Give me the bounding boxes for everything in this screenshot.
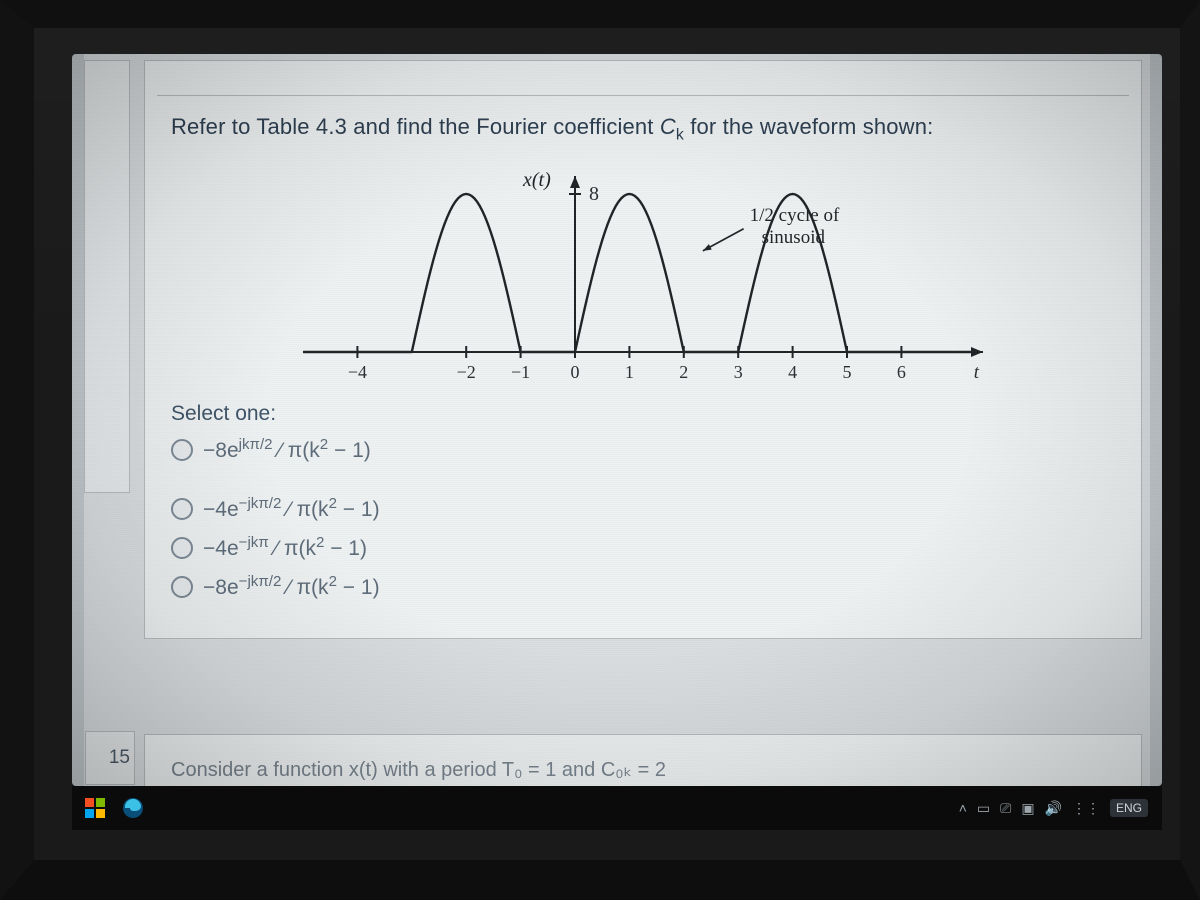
language-indicator[interactable]: ENG: [1110, 799, 1148, 817]
answer-option[interactable]: −4e−jkπ/2 ⁄ π(k2 − 1): [163, 489, 1123, 528]
battery-icon[interactable]: ▭: [977, 800, 990, 817]
edge-icon[interactable]: [118, 793, 148, 823]
question-card: Refer to Table 4.3 and find the Fourier …: [144, 60, 1142, 639]
system-tray[interactable]: ˄ ▭ ⎚ ▣ 🔊 ⋮⋮ ENG: [959, 799, 1154, 817]
svg-text:1: 1: [625, 362, 634, 382]
windows-icon[interactable]: [80, 793, 110, 823]
svg-text:−1: −1: [511, 362, 530, 382]
svg-text:5: 5: [843, 362, 852, 382]
waveform-svg: 8 x(t) −4 −2 −1 0 1 2 3 4 5 6 t 1/2 cycle ofsinusoid: [283, 162, 1003, 392]
question-text: Refer to Table 4.3 and find the Fourier …: [171, 114, 1115, 144]
symbol-C: C: [660, 114, 676, 139]
nav-stub: [84, 60, 130, 493]
radio-icon[interactable]: [171, 498, 193, 520]
question-post: for the waveform shown:: [684, 114, 933, 139]
svg-text:4: 4: [788, 362, 797, 382]
option-formula: −4e−jkπ ⁄ π(k2 − 1): [203, 534, 367, 561]
option-formula: −8ejkπ/2 ⁄ π(k2 − 1): [203, 436, 371, 463]
svg-text:sinusoid: sinusoid: [762, 227, 826, 248]
svg-text:t: t: [974, 362, 980, 383]
tray-chevron-icon[interactable]: ˄: [959, 800, 967, 816]
svg-text:x(t): x(t): [522, 169, 551, 191]
taskbar: ˄ ▭ ⎚ ▣ 🔊 ⋮⋮ ENG: [72, 786, 1162, 830]
quiz-page: Refer to Table 4.3 and find the Fourier …: [84, 54, 1150, 786]
svg-text:1/2 cycle of: 1/2 cycle of: [750, 205, 840, 226]
svg-text:2: 2: [679, 362, 688, 382]
svg-text:−2: −2: [457, 362, 476, 382]
question-number: 15: [109, 747, 130, 769]
next-question-text: Consider a function x(t) with a period T…: [171, 759, 666, 781]
waveform-figure: 8 x(t) −4 −2 −1 0 1 2 3 4 5 6 t 1/2 cycle ofsinusoid: [171, 162, 1115, 392]
answer-options: −8ejkπ/2 ⁄ π(k2 − 1) −4e−jkπ/2 ⁄ π(k2 − 1…: [163, 430, 1123, 606]
svg-text:6: 6: [897, 362, 906, 382]
svg-text:8: 8: [589, 183, 599, 205]
prev-question-slot: [157, 67, 1129, 96]
question-pre: Refer to Table 4.3 and find the Fourier …: [171, 114, 660, 139]
svg-text:0: 0: [571, 362, 580, 382]
screen-content: Refer to Table 4.3 and find the Fourier …: [72, 54, 1162, 786]
answer-option[interactable]: −8e−jkπ/2 ⁄ π(k2 − 1): [163, 567, 1123, 606]
symbol-k: k: [676, 126, 684, 143]
svg-text:3: 3: [734, 362, 743, 382]
svg-text:−4: −4: [348, 362, 367, 382]
answer-option[interactable]: −8ejkπ/2 ⁄ π(k2 − 1): [163, 430, 1123, 469]
radio-icon[interactable]: [171, 576, 193, 598]
option-formula: −4e−jkπ/2 ⁄ π(k2 − 1): [203, 495, 380, 522]
volume-icon[interactable]: 🔊: [1045, 800, 1062, 817]
select-one-label: Select one:: [171, 402, 1115, 426]
radio-icon[interactable]: [171, 439, 193, 461]
next-question-card: 15 Consider a function x(t) with a perio…: [144, 734, 1142, 786]
display-icon[interactable]: ⎚: [1000, 800, 1011, 817]
radio-icon[interactable]: [171, 537, 193, 559]
answer-option[interactable]: −4e−jkπ ⁄ π(k2 − 1): [163, 528, 1123, 567]
option-formula: −8e−jkπ/2 ⁄ π(k2 − 1): [203, 573, 380, 600]
notification-icon[interactable]: ▣: [1021, 800, 1034, 817]
question-number-badge: 15: [85, 731, 135, 785]
wifi-icon[interactable]: ⋮⋮: [1072, 800, 1100, 817]
